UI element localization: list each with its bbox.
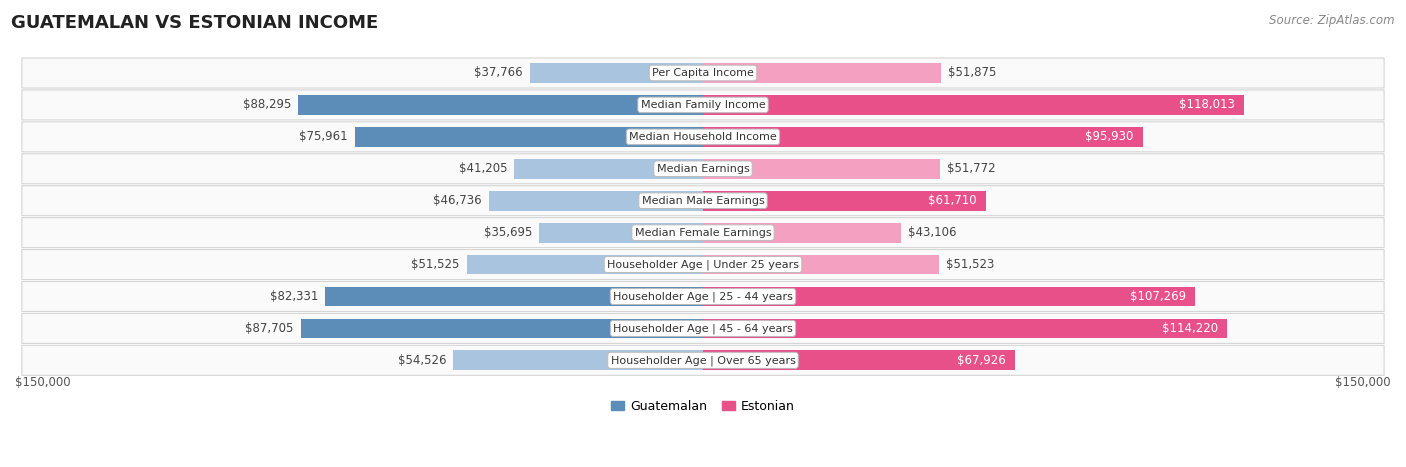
Bar: [703, 95, 1244, 115]
Bar: [301, 318, 703, 338]
Legend: Guatemalan, Estonian: Guatemalan, Estonian: [606, 395, 800, 418]
Text: Householder Age | 45 - 64 years: Householder Age | 45 - 64 years: [613, 323, 793, 333]
Text: Median Family Income: Median Family Income: [641, 100, 765, 110]
Text: $43,106: $43,106: [908, 226, 956, 239]
FancyBboxPatch shape: [22, 90, 1384, 120]
Text: $150,000: $150,000: [15, 376, 70, 389]
Text: Per Capita Income: Per Capita Income: [652, 68, 754, 78]
Text: $35,695: $35,695: [484, 226, 533, 239]
Bar: [453, 350, 703, 370]
Text: $75,961: $75,961: [299, 130, 347, 143]
FancyBboxPatch shape: [22, 122, 1384, 152]
Bar: [703, 287, 1195, 306]
Bar: [703, 350, 1015, 370]
Text: $87,705: $87,705: [246, 322, 294, 335]
Text: Median Household Income: Median Household Income: [628, 132, 778, 142]
Bar: [530, 63, 703, 83]
Bar: [298, 95, 703, 115]
Text: $88,295: $88,295: [243, 99, 291, 112]
Text: $51,772: $51,772: [948, 162, 995, 175]
FancyBboxPatch shape: [22, 58, 1384, 88]
Text: GUATEMALAN VS ESTONIAN INCOME: GUATEMALAN VS ESTONIAN INCOME: [11, 14, 378, 32]
FancyBboxPatch shape: [22, 282, 1384, 311]
Text: $118,013: $118,013: [1180, 99, 1234, 112]
FancyBboxPatch shape: [22, 345, 1384, 375]
Text: $54,526: $54,526: [398, 354, 446, 367]
Text: Householder Age | Under 25 years: Householder Age | Under 25 years: [607, 259, 799, 270]
Text: $46,736: $46,736: [433, 194, 482, 207]
Bar: [703, 255, 939, 275]
Text: $67,926: $67,926: [956, 354, 1005, 367]
Text: Householder Age | 25 - 44 years: Householder Age | 25 - 44 years: [613, 291, 793, 302]
Text: $82,331: $82,331: [270, 290, 319, 303]
Text: $107,269: $107,269: [1129, 290, 1185, 303]
Text: $114,220: $114,220: [1161, 322, 1218, 335]
Text: Median Earnings: Median Earnings: [657, 164, 749, 174]
Bar: [703, 223, 901, 242]
Text: Householder Age | Over 65 years: Householder Age | Over 65 years: [610, 355, 796, 366]
Text: $51,523: $51,523: [946, 258, 994, 271]
Text: $95,930: $95,930: [1085, 130, 1133, 143]
FancyBboxPatch shape: [22, 313, 1384, 343]
Bar: [703, 191, 986, 211]
Text: $51,875: $51,875: [948, 66, 997, 79]
Bar: [467, 255, 703, 275]
Text: $150,000: $150,000: [1336, 376, 1391, 389]
Bar: [703, 63, 941, 83]
Text: $51,525: $51,525: [412, 258, 460, 271]
Bar: [540, 223, 703, 242]
FancyBboxPatch shape: [22, 186, 1384, 216]
Bar: [489, 191, 703, 211]
Text: Source: ZipAtlas.com: Source: ZipAtlas.com: [1270, 14, 1395, 27]
FancyBboxPatch shape: [22, 249, 1384, 280]
FancyBboxPatch shape: [22, 154, 1384, 184]
Text: Median Female Earnings: Median Female Earnings: [634, 227, 772, 238]
Text: $41,205: $41,205: [458, 162, 508, 175]
Bar: [703, 127, 1143, 147]
Bar: [325, 287, 703, 306]
Bar: [703, 159, 941, 179]
Text: Median Male Earnings: Median Male Earnings: [641, 196, 765, 205]
Bar: [354, 127, 703, 147]
Bar: [515, 159, 703, 179]
FancyBboxPatch shape: [22, 218, 1384, 248]
Bar: [703, 318, 1227, 338]
Text: $37,766: $37,766: [474, 66, 523, 79]
Text: $61,710: $61,710: [928, 194, 977, 207]
